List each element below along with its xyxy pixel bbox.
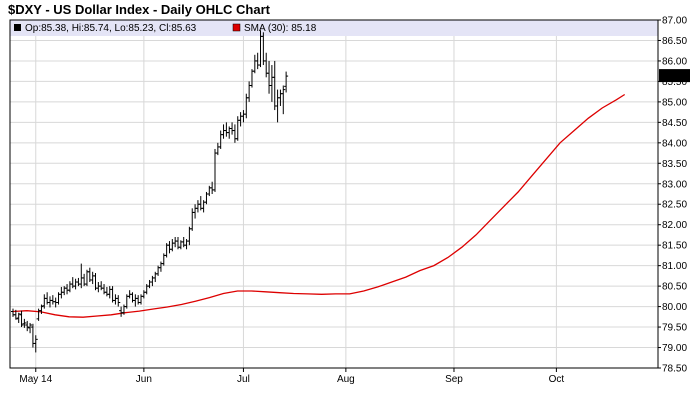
ohlc-bar <box>16 312 21 323</box>
x-tick-label: Jul <box>237 374 250 385</box>
y-tick-label: 83.50 <box>662 159 687 170</box>
y-tick-label: 80.50 <box>662 282 687 293</box>
y-tick-label: 86.00 <box>662 56 687 67</box>
ohlc-bar <box>284 71 289 93</box>
y-tick-label: 86.50 <box>662 36 687 47</box>
y-tick-label: 79.50 <box>662 323 687 334</box>
legend: Op:85.38, Hi:85.74, Lo:85.23, Cl:85.63 S… <box>14 23 317 34</box>
last-price-tag: 85.63 <box>659 69 690 83</box>
y-tick-label: 79.00 <box>662 343 687 354</box>
ohlc-bar <box>116 295 121 307</box>
plot-frame <box>9 19 659 369</box>
grid-lines <box>10 36 658 368</box>
sma-layer <box>12 93 626 318</box>
sma-swatch <box>232 23 241 32</box>
y-tick-label: 83.00 <box>662 179 687 190</box>
ohlc-bar <box>13 309 18 320</box>
ohlc-bar <box>39 304 44 314</box>
last-price-box <box>659 69 690 83</box>
ohlc-bar <box>25 320 30 332</box>
x-tick-label: May 14 <box>19 374 52 385</box>
y-axis: 78.50 79.00 79.50 80.00 80.50 81.00 81.50 82.00… <box>658 16 687 375</box>
y-tick-label: 81.00 <box>662 261 687 272</box>
ohlc-bars <box>11 30 289 353</box>
y-tick-label: 80.00 <box>662 302 687 313</box>
y-tick-label: 82.00 <box>662 220 687 231</box>
legend-ohlc-label: Op:85.38, Hi:85.74, Lo:85.23, Cl:85.63 <box>25 23 197 34</box>
y-tick-label: 87.00 <box>662 16 687 27</box>
ohlc-bar <box>28 322 33 334</box>
y-tick-label: 84.00 <box>662 138 687 149</box>
last-price-label: 85.63 <box>662 72 687 83</box>
ohlc-bar <box>33 335 38 353</box>
x-axis: May 14 Jun Jul Aug Sep Oct <box>19 368 564 385</box>
y-tick-label: 82.50 <box>662 200 687 211</box>
x-tick-label: Jun <box>136 374 152 385</box>
x-tick-label: Aug <box>337 374 355 385</box>
legend-band <box>10 20 658 36</box>
y-tick-label: 85.50 <box>662 77 687 88</box>
legend-sma-label: SMA (30): 85.18 <box>244 23 317 34</box>
sma-line <box>12 93 626 318</box>
ohlc-bar <box>281 85 286 115</box>
chart-title: $DXY - US Dollar Index - Daily OHLC Char… <box>8 2 270 17</box>
y-tick-label: 78.50 <box>662 364 687 375</box>
y-tick-label: 85.00 <box>662 97 687 108</box>
ohlc-swatch <box>14 24 21 31</box>
x-tick-label: Sep <box>445 374 463 385</box>
ohlc-bar <box>22 318 27 328</box>
x-tick-label: Oct <box>549 374 565 385</box>
y-tick-label: 81.50 <box>662 241 687 252</box>
y-tick-label: 84.50 <box>662 118 687 129</box>
plot-area <box>10 20 658 368</box>
ohlc-bar <box>19 310 24 328</box>
